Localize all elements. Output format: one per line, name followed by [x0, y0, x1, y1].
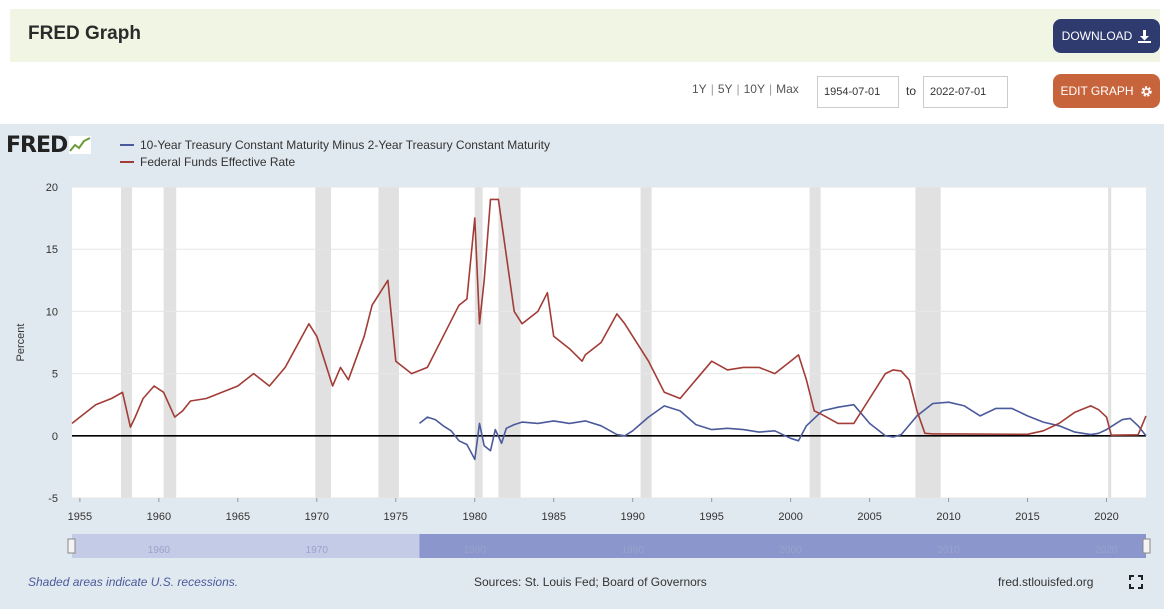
- range-selector: 1Y | 5Y | 10Y | Max: [692, 82, 799, 96]
- fullscreen-icon[interactable]: [1129, 575, 1143, 589]
- x-tick-label: 2010: [936, 511, 960, 523]
- range-10y[interactable]: 10Y: [743, 82, 765, 96]
- edit-graph-label: EDIT GRAPH: [1060, 84, 1134, 98]
- chart-legend: 10-Year Treasury Constant Maturity Minus…: [120, 136, 550, 170]
- y-tick-label: 10: [46, 306, 58, 318]
- navigator-handle-right[interactable]: [1142, 538, 1151, 554]
- page-title: FRED Graph: [28, 23, 141, 44]
- navigator-selection[interactable]: [419, 534, 1146, 558]
- range-max[interactable]: Max: [776, 82, 799, 96]
- recession-band: [378, 187, 399, 498]
- x-tick-label: 2015: [1015, 511, 1039, 523]
- navigator-tick-label: 2010: [937, 545, 960, 556]
- y-tick-label: 20: [46, 182, 58, 194]
- download-icon: [1138, 29, 1152, 43]
- recession-band: [474, 187, 483, 498]
- x-tick-label: 1980: [463, 511, 487, 523]
- legend-swatch-fedfunds: [120, 160, 134, 163]
- navigator-tick-label: 2020: [1095, 545, 1118, 556]
- fred-logo: FRED: [6, 133, 92, 158]
- x-tick-label: 1970: [305, 511, 329, 523]
- y-tick-label: 15: [46, 244, 58, 256]
- recession-band: [498, 187, 521, 498]
- navigator-tick-label: 1980: [464, 545, 487, 556]
- plot-background: [72, 187, 1146, 498]
- navigator-tick-label: 1990: [622, 545, 645, 556]
- recession-note: Shaded areas indicate U.S. recessions.: [28, 575, 239, 589]
- recession-band: [315, 187, 332, 498]
- sources-text: Sources: St. Louis Fed; Board of Governo…: [474, 575, 707, 589]
- navigator-tick-label: 2000: [780, 545, 803, 556]
- x-tick-label: 1985: [541, 511, 565, 523]
- x-tick-label: 2005: [857, 511, 881, 523]
- y-tick-label: 5: [52, 369, 58, 381]
- x-tick-label: 2020: [1094, 511, 1118, 523]
- x-tick-label: 1960: [147, 511, 171, 523]
- x-tick-label: 1975: [384, 511, 408, 523]
- to-label: to: [906, 84, 917, 98]
- recession-band: [640, 187, 652, 498]
- chart-trend-icon: [69, 136, 92, 154]
- recession-band: [1108, 187, 1112, 498]
- x-tick-label: 1955: [68, 511, 92, 523]
- series-line-spread[interactable]: [419, 401, 1147, 461]
- x-tick-label: 1995: [699, 511, 723, 523]
- y-axis-label: Percent: [15, 324, 27, 362]
- recession-band: [915, 187, 941, 498]
- recession-band: [163, 187, 177, 498]
- x-tick-label: 2000: [778, 511, 802, 523]
- legend-item-fedfunds[interactable]: Federal Funds Effective Rate: [120, 153, 550, 170]
- end-date-input[interactable]: [923, 76, 1008, 108]
- edit-graph-button[interactable]: EDIT GRAPH: [1053, 74, 1160, 108]
- recession-band: [809, 187, 821, 498]
- header-bar: FRED Graph: [10, 9, 1160, 62]
- legend-label-fedfunds: Federal Funds Effective Rate: [140, 154, 296, 169]
- navigator-tick-label: 1960: [148, 545, 171, 556]
- legend-swatch-spread: [120, 143, 134, 146]
- range-1y[interactable]: 1Y: [692, 82, 707, 96]
- site-link[interactable]: fred.stlouisfed.org: [998, 575, 1094, 589]
- download-label: DOWNLOAD: [1061, 29, 1133, 43]
- navigator-tick-label: 1970: [306, 545, 329, 556]
- download-button[interactable]: DOWNLOAD: [1053, 19, 1160, 53]
- range-5y[interactable]: 5Y: [717, 82, 733, 96]
- x-tick-label: 1990: [620, 511, 644, 523]
- legend-item-spread[interactable]: 10-Year Treasury Constant Maturity Minus…: [120, 136, 550, 153]
- series-line-fedfunds[interactable]: [71, 198, 1147, 437]
- recession-band: [120, 187, 133, 498]
- x-tick-label: 1965: [226, 511, 250, 523]
- legend-label-spread: 10-Year Treasury Constant Maturity Minus…: [140, 137, 550, 152]
- y-tick-label: 0: [52, 431, 58, 443]
- y-tick-label: -5: [48, 493, 58, 505]
- start-date-input[interactable]: [817, 76, 899, 108]
- navigator-handle-left[interactable]: [67, 538, 76, 554]
- gear-icon: [1140, 85, 1152, 97]
